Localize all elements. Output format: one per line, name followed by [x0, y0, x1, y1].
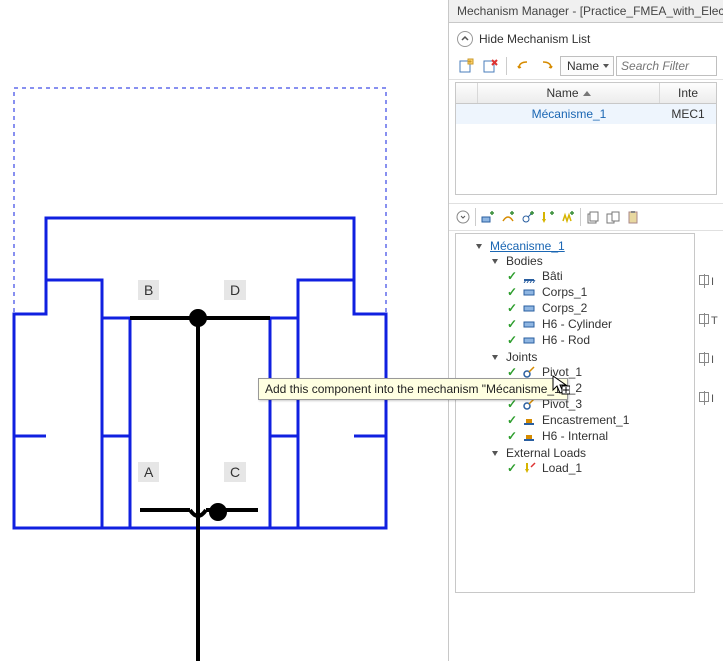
check-icon: ✓	[506, 301, 518, 315]
expander-icon[interactable]	[490, 448, 500, 458]
mechanism-grid: Name Inte Mécanisme_1 MEC1	[455, 82, 717, 195]
body-icon	[522, 333, 536, 347]
check-icon: ✓	[506, 429, 518, 443]
check-icon: ✓	[506, 461, 518, 475]
tree-item[interactable]: Bâti	[540, 269, 565, 283]
load-icon	[522, 461, 536, 475]
mechanism-toolbar: Name	[449, 53, 723, 80]
tree-item[interactable]: Corps_2	[540, 301, 589, 315]
expander-icon[interactable]	[474, 241, 484, 251]
new-mechanism-button[interactable]	[455, 55, 477, 77]
pivot-icon	[522, 365, 536, 379]
diagram-label-b: B	[138, 280, 159, 300]
property-tabs: I T I I	[699, 275, 723, 405]
check-icon: ✓	[506, 333, 518, 347]
grid-cell-name: Mécanisme_1	[478, 104, 660, 124]
tree-group-joints[interactable]: Joints	[504, 350, 539, 364]
tree-group-bodies[interactable]: Bodies	[504, 254, 545, 268]
prop-tab[interactable]: I	[699, 392, 723, 405]
diagram-label-c: C	[224, 462, 246, 482]
check-icon: ✓	[506, 285, 518, 299]
prop-tab[interactable]: I	[699, 275, 723, 288]
copy-button[interactable]	[583, 207, 603, 227]
mechanism-manager-panel: Mechanism Manager - [Practice_FMEA_with_…	[448, 0, 723, 661]
fixed-icon	[522, 429, 536, 443]
tree-root[interactable]: Mécanisme_1	[488, 239, 567, 253]
panel-title: Mechanism Manager - [Practice_FMEA_with_…	[449, 0, 723, 23]
body-icon	[522, 301, 536, 315]
grid-cell-int: MEC1	[660, 104, 716, 124]
cursor-icon	[552, 375, 570, 398]
tree-item[interactable]: Corps_1	[540, 285, 589, 299]
tree-item[interactable]: H6 - Internal	[540, 429, 610, 443]
col-int[interactable]: Inte	[660, 83, 716, 103]
tree-item[interactable]: Encastrement_1	[540, 413, 631, 427]
expander-icon[interactable]	[490, 352, 500, 362]
check-icon: ✓	[506, 413, 518, 427]
add-component-tooltip: Add this component into the mechanism "M…	[258, 378, 568, 400]
collapse-toggle-button[interactable]	[453, 207, 473, 227]
body-icon	[522, 317, 536, 331]
diagram-canvas[interactable]: A B C D	[0, 0, 448, 661]
check-icon: ✓	[506, 365, 518, 379]
tree-item[interactable]: Load_1	[540, 461, 584, 475]
frame-icon	[522, 269, 536, 283]
expander-icon[interactable]	[490, 256, 500, 266]
add-spring-button[interactable]	[558, 207, 578, 227]
tree-group-loads[interactable]: External Loads	[504, 446, 588, 460]
add-load-button[interactable]	[538, 207, 558, 227]
sort-field-dropdown[interactable]: Name	[560, 56, 614, 76]
add-body-button[interactable]	[478, 207, 498, 227]
undo-button[interactable]	[512, 55, 534, 77]
redo-button[interactable]	[536, 55, 558, 77]
hide-list-label: Hide Mechanism List	[479, 32, 590, 46]
diagram-label-a: A	[138, 462, 159, 482]
add-joint-button[interactable]	[518, 207, 538, 227]
tree-toolbar	[449, 203, 723, 231]
check-icon: ✓	[506, 317, 518, 331]
search-input[interactable]	[616, 56, 717, 76]
add-link-button[interactable]	[498, 207, 518, 227]
fixed-icon	[522, 413, 536, 427]
paste-button[interactable]	[623, 207, 643, 227]
mechanism-diagram-svg	[0, 0, 448, 661]
diagram-label-d: D	[224, 280, 246, 300]
sort-asc-icon	[583, 91, 591, 96]
body-icon	[522, 285, 536, 299]
mechanism-tree[interactable]: Mécanisme_1 Bodies ✓ Bâti ✓ Corps_1 ✓ Corps…	[455, 233, 695, 593]
grid-header: Name Inte	[456, 83, 716, 104]
prop-tab[interactable]: I	[699, 353, 723, 366]
duplicate-button[interactable]	[603, 207, 623, 227]
col-name[interactable]: Name	[478, 83, 660, 103]
grid-row[interactable]: Mécanisme_1 MEC1	[456, 104, 716, 124]
prop-tab[interactable]: T	[699, 314, 723, 327]
check-icon: ✓	[506, 269, 518, 283]
hide-list-toggle[interactable]	[457, 31, 473, 47]
tree-item[interactable]: H6 - Rod	[540, 333, 592, 347]
tree-item[interactable]: H6 - Cylinder	[540, 317, 614, 331]
delete-mechanism-button[interactable]	[479, 55, 501, 77]
